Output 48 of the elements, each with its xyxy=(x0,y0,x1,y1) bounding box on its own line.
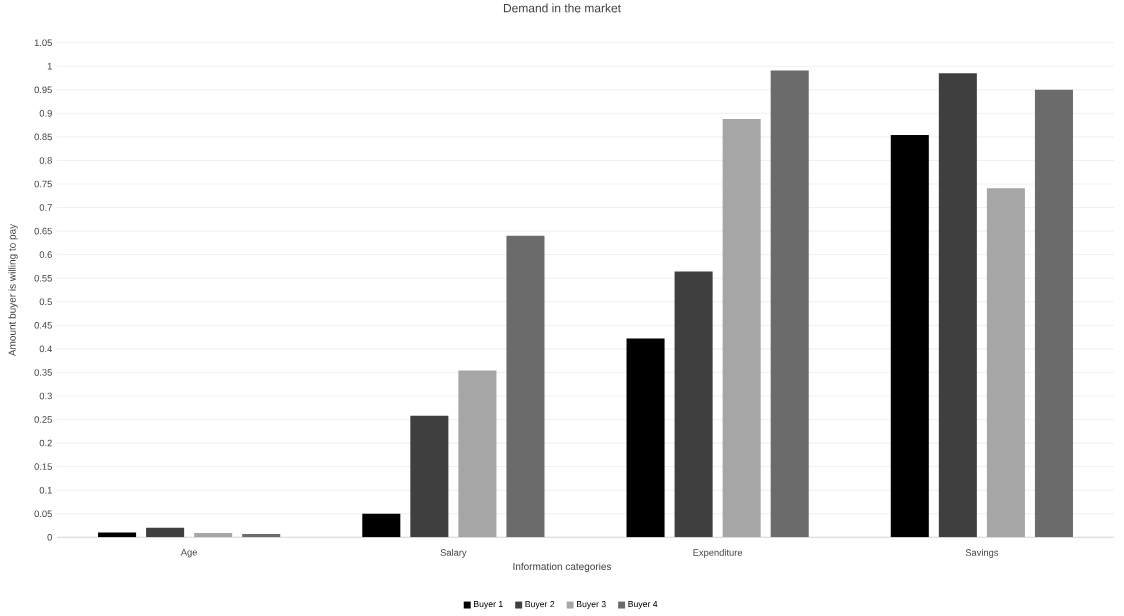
x-tick-label: Expenditure xyxy=(693,549,743,558)
bar xyxy=(146,527,185,538)
y-tick-label: 0.05 xyxy=(34,510,52,518)
y-tick-label: 0.65 xyxy=(34,227,52,235)
bar xyxy=(770,70,809,538)
y-tick-label: 0.4 xyxy=(39,345,53,353)
y-tick-label: 0.25 xyxy=(34,416,52,423)
legend-label: Buyer 3 xyxy=(576,601,606,609)
y-tick-label: 0.5 xyxy=(39,298,52,306)
y-tick-label: 0.1 xyxy=(39,486,52,494)
y-tick-label: 0.9 xyxy=(39,110,52,117)
bar xyxy=(674,271,713,538)
y-tick-label: 1 xyxy=(47,63,52,70)
y-tick-label: 0.3 xyxy=(39,392,52,400)
bar xyxy=(410,415,449,538)
bar xyxy=(362,513,401,538)
x-tick-label: Age xyxy=(180,549,198,558)
y-tick-label: 0.7 xyxy=(39,204,52,211)
y-tick-label: 0.15 xyxy=(34,463,52,470)
y-tick-label: 0.75 xyxy=(34,180,52,188)
bar xyxy=(938,73,977,538)
bar xyxy=(506,235,545,538)
y-tick-label: 0.2 xyxy=(39,439,52,447)
bar xyxy=(890,135,929,538)
y-tick-label: 0.6 xyxy=(39,251,52,258)
chart-title: Demand in the market xyxy=(503,3,621,13)
y-tick-label: 0.8 xyxy=(39,157,52,164)
bar xyxy=(1034,89,1073,538)
y-tick-label: 1.05 xyxy=(34,39,52,46)
y-tick-label: 0.85 xyxy=(34,133,52,141)
y-tick-label: 0.95 xyxy=(34,86,52,94)
bar xyxy=(722,118,761,538)
y-tick-label: 0.35 xyxy=(34,369,52,376)
y-tick-label: 0.55 xyxy=(34,274,52,282)
y-tick-label: 0 xyxy=(47,533,52,541)
bar xyxy=(626,338,665,538)
legend-label: Buyer 2 xyxy=(525,601,555,609)
x-tick-label: Savings xyxy=(965,549,999,558)
bar xyxy=(458,370,497,538)
bar xyxy=(194,533,233,538)
bar xyxy=(242,533,281,538)
bar xyxy=(986,188,1025,538)
y-axis-title: Amount buyer is willing to pay xyxy=(8,223,18,357)
legend-label: Buyer 1 xyxy=(474,601,503,609)
x-axis-title: Information categories xyxy=(513,562,612,572)
legend-label: Buyer 4 xyxy=(628,601,658,609)
x-tick-label: Salary xyxy=(440,549,467,558)
y-tick-label: 0.45 xyxy=(34,322,52,329)
